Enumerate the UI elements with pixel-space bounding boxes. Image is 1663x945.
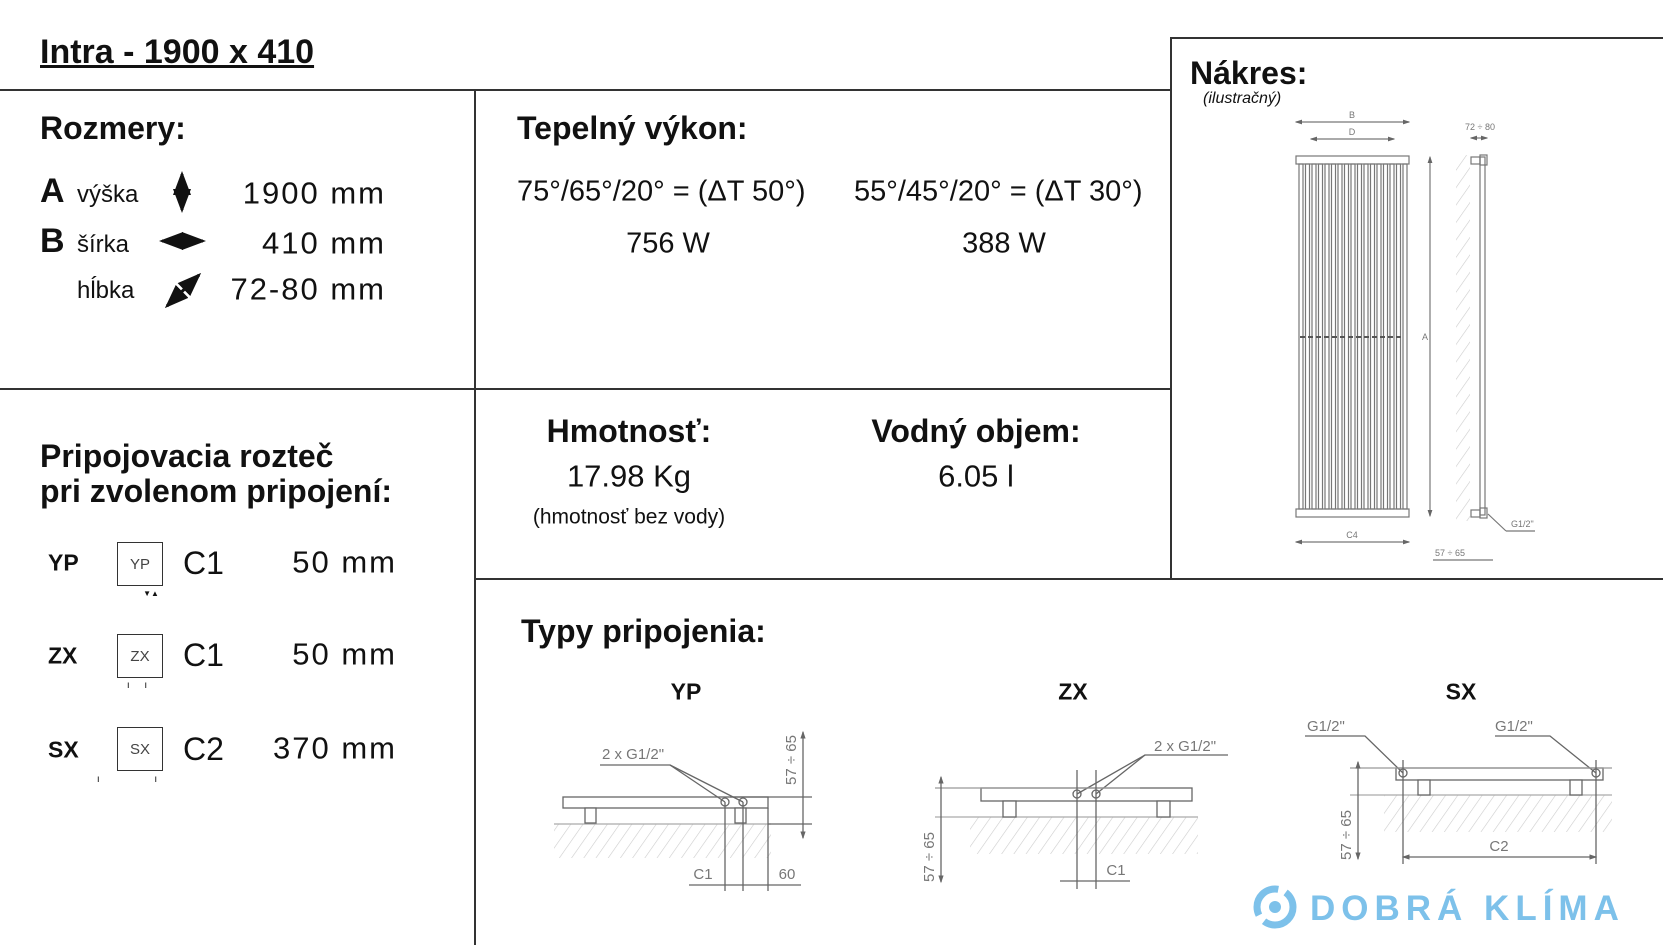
box-label: SX [129,740,150,758]
dim-name: C1 [183,545,224,581]
thread-label: G1/2" [1495,718,1533,735]
dim-label-depth: 72 ÷ 80 [1465,122,1495,132]
radiator-front-drawing [1294,119,1433,545]
thread-label: G1/2" [1307,718,1345,735]
dim-label: hĺbka [77,277,135,304]
water-volume-value: 6.05 l [938,458,1014,494]
connection-types-heading: Typy pripojenia: [521,613,766,649]
heat-value: 756 W [626,227,710,260]
divider [1170,37,1172,579]
radiator-side-drawing [1433,135,1535,561]
dim-label-d: D [1349,127,1356,137]
dim-label-c1: C1 [693,866,712,883]
wall-distance-label: 57 ÷ 65 [783,735,800,785]
yp-arrows-icon: ▼▲ [143,589,159,598]
zx-connection-diagram [935,754,1228,889]
heat-output-heading: Tepelný výkon: [517,110,748,146]
radiator-tube [1343,163,1350,510]
dim-label-a: A [1422,332,1428,342]
connection-type-label: SX [48,736,79,763]
thread-label: 2 x G1/2" [602,746,664,763]
dim-label: šírka [77,231,130,258]
divider [1170,37,1663,39]
page-title: Intra - 1900 x 410 [40,33,315,71]
heat-condition: 55°/45°/20° = (ΔT 30°) [854,175,1143,208]
dim-name: C2 [183,731,224,767]
heat-condition: 75°/65°/20° = (ΔT 50°) [517,175,806,208]
box-label: YP [129,555,150,573]
divider [474,89,476,945]
zx-ticks-icon: ı ı [126,680,154,691]
wall-distance-label: 57 ÷ 65 [1435,548,1465,558]
logo-text: DOBRÁ KLÍMA [1310,888,1625,928]
dim-label-c1: C1 [1106,862,1125,879]
heat-value: 388 W [962,227,1046,260]
dim-value: 1900 mm [242,175,386,211]
divider [474,578,1663,580]
connection-spacing-heading: pri zvolenom pripojení: [40,473,393,509]
weight-note: (hmotnosť bez vody) [532,505,726,529]
dim-value: 72-80 mm [230,271,386,307]
weight-heading: Hmotnosť: [546,413,712,449]
dim-label-b: B [1349,110,1355,120]
water-volume-heading: Vodný objem: [871,413,1081,449]
connection-type-title: YP [670,678,702,705]
wall-distance-label: 57 ÷ 65 [1338,810,1355,860]
dim-label-c4: C4 [1346,530,1358,540]
thread-label: 2 x G1/2" [1154,738,1216,755]
spacing-value: 50 mm [292,636,397,672]
spacing-value: 50 mm [292,544,397,580]
connection-type-title: ZX [1058,678,1088,705]
dim-label-60: 60 [779,866,796,883]
connection-type-label: ZX [48,642,78,669]
divider [0,388,1170,390]
sx-ticks-icon: ı ı [96,774,184,785]
dim-label-c2: C2 [1489,838,1508,855]
box-label: ZX [130,647,150,665]
weight-value: 17.98 Kg [566,458,692,494]
sx-connection-icon: SX [117,727,163,771]
radiator-tube [1402,163,1408,510]
dim-letter: B [40,222,65,260]
divider [0,89,1170,91]
dim-value: 410 mm [262,225,386,261]
dim-letter: A [40,172,65,210]
thread-label: G1/2" [1511,519,1534,529]
yp-connection-icon: YP [117,542,163,586]
spacing-value: 370 mm [273,730,397,766]
dobra-klima-logo: DOBRÁ KLÍMA [1253,885,1625,929]
connection-type-label: YP [48,549,79,576]
zx-connection-icon: ZX [117,634,163,678]
dim-name: C1 [183,637,224,673]
sx-connection-diagram [1305,735,1612,864]
yp-connection-diagram [554,730,812,891]
drawing-heading: Nákres: [1190,55,1308,91]
wall-distance-label: 57 ÷ 65 [921,832,938,882]
diagonal-arrow-icon [164,272,202,309]
connection-type-title: SX [1445,678,1477,705]
dimensions-heading: Rozmery: [40,110,186,146]
dim-label: výška [77,181,139,208]
connection-spacing-heading: Pripojovacia rozteč [40,438,334,474]
drawing-subheading: (ilustračný) [1203,90,1282,107]
